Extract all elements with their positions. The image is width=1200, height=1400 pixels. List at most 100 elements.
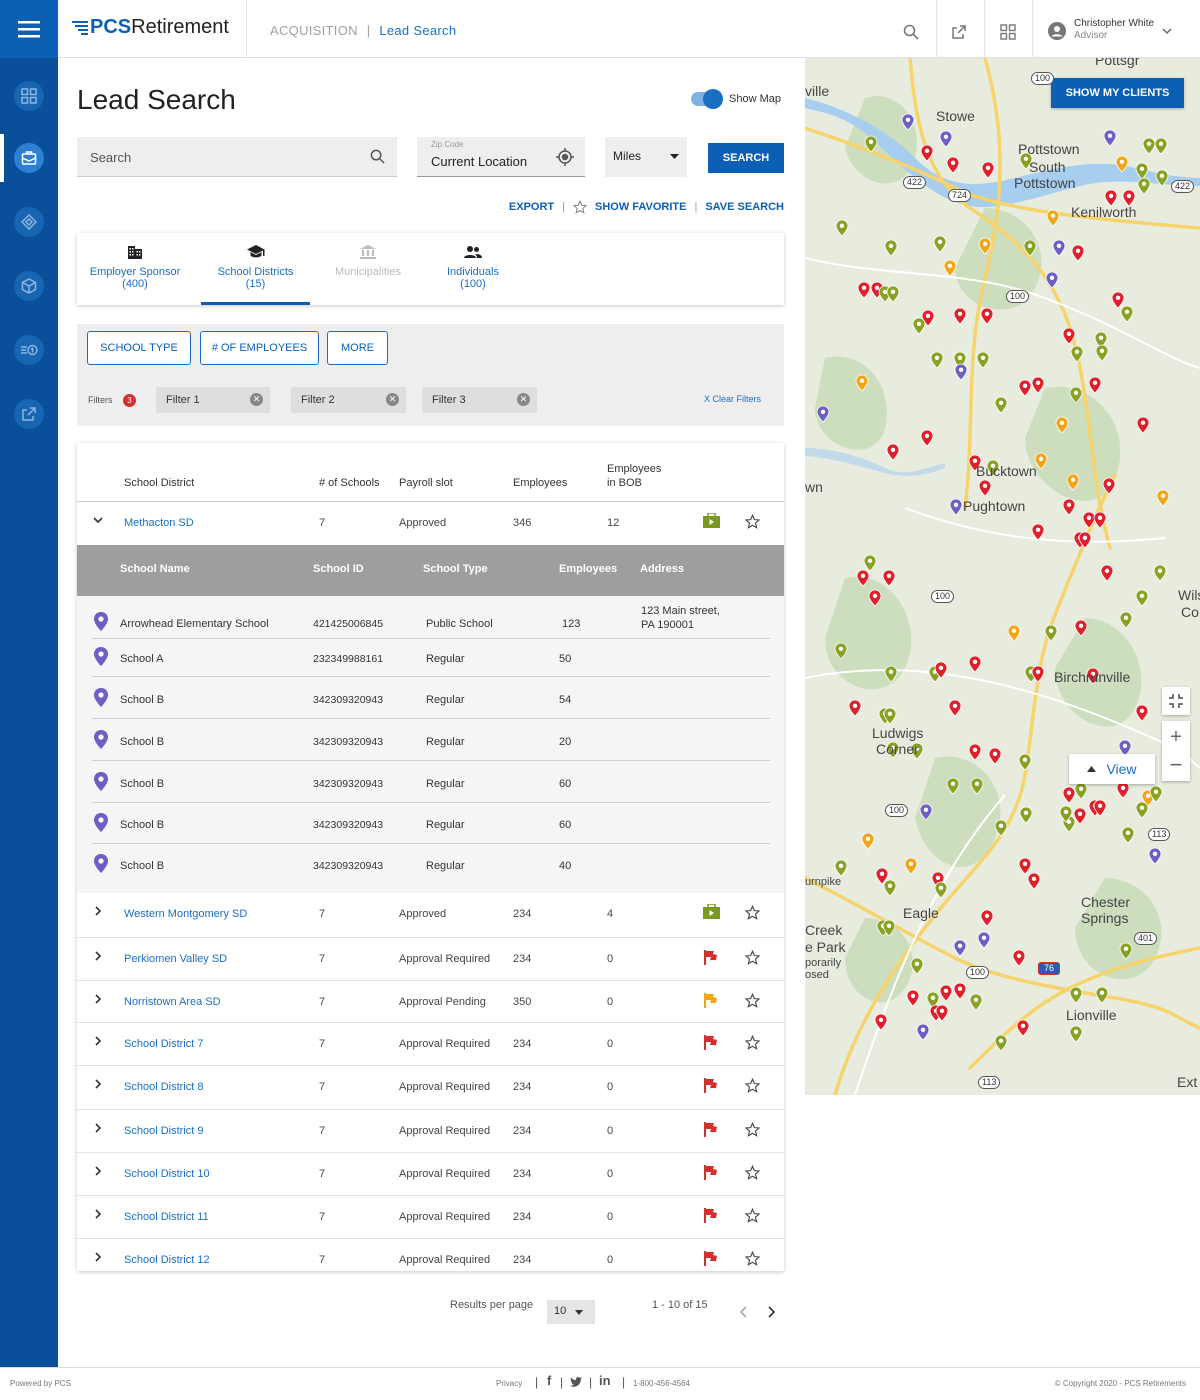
map-marker-icon[interactable]	[875, 867, 889, 885]
star-outline-icon[interactable]	[745, 950, 760, 965]
map-marker-icon[interactable]	[934, 661, 948, 679]
linkedin-icon[interactable]: in	[599, 1373, 611, 1388]
map-marker-icon[interactable]	[968, 454, 982, 472]
map-marker-icon[interactable]	[994, 1034, 1008, 1052]
map-marker-icon[interactable]	[968, 655, 982, 673]
map-marker-icon[interactable]	[883, 879, 897, 897]
school-row[interactable]: Arrowhead Elementary School 421425006845 P…	[92, 596, 770, 639]
user-menu[interactable]: Christopher White Advisor	[1048, 18, 1172, 42]
close-icon[interactable]: ✕	[386, 393, 399, 406]
table-row[interactable]: School District 10 7 Approval Required 234 0	[77, 1152, 784, 1195]
map-marker-icon[interactable]	[1103, 129, 1117, 147]
district-name-link[interactable]: Norristown Area SD	[124, 996, 221, 1008]
tab-school-districts[interactable]: School Districts (15)	[201, 233, 310, 305]
table-row[interactable]: School District 8 7 Approval Required 234 0	[77, 1065, 784, 1108]
map-pin-icon[interactable]	[94, 772, 108, 791]
table-row[interactable]: Perkiomen Valley SD 7 Approval Required 234…	[77, 937, 784, 980]
show-map-toggle[interactable]	[691, 89, 723, 109]
map-marker-icon[interactable]	[1055, 416, 1069, 434]
crosshair-icon[interactable]	[556, 148, 574, 166]
map-marker-icon[interactable]	[882, 569, 896, 587]
map-marker-icon[interactable]	[834, 642, 848, 660]
map-marker-icon[interactable]	[1031, 523, 1045, 541]
map-marker-icon[interactable]	[920, 429, 934, 447]
chevron-right-icon[interactable]	[93, 951, 103, 961]
map-marker-icon[interactable]	[1149, 785, 1163, 803]
employees-filter-button[interactable]: # OF EMPLOYEES	[200, 331, 319, 365]
map-marker-icon[interactable]	[1135, 704, 1149, 722]
star-outline-icon[interactable]	[745, 1035, 760, 1050]
map-pin-icon[interactable]	[94, 813, 108, 832]
school-row[interactable]: School B 342309320943 Regular 40	[92, 844, 770, 885]
map-marker-icon[interactable]	[1018, 379, 1032, 397]
star-outline-icon[interactable]	[745, 1078, 760, 1093]
star-outline-icon[interactable]	[745, 905, 760, 920]
map-marker-icon[interactable]	[1119, 611, 1133, 629]
map-marker-icon[interactable]	[977, 931, 991, 949]
map-marker-icon[interactable]	[835, 219, 849, 237]
map-marker-icon[interactable]	[816, 405, 830, 423]
district-name-link[interactable]: Perkiomen Valley SD	[124, 953, 228, 965]
map-marker-icon[interactable]	[994, 396, 1008, 414]
map-marker-icon[interactable]	[1100, 564, 1114, 582]
map-marker-icon[interactable]	[953, 307, 967, 325]
map-marker-icon[interactable]	[1018, 753, 1032, 771]
map-marker-icon[interactable]	[970, 777, 984, 795]
map-marker-icon[interactable]	[954, 363, 968, 381]
map-marker-icon[interactable]	[946, 777, 960, 795]
sidebar-item-diamond[interactable]	[0, 198, 58, 246]
map-marker-icon[interactable]	[1135, 801, 1149, 819]
map-marker-icon[interactable]	[949, 498, 963, 516]
map-marker-icon[interactable]	[1122, 189, 1136, 207]
map-marker-icon[interactable]	[1069, 386, 1083, 404]
map-marker-icon[interactable]	[912, 317, 926, 335]
tab-employer-sponsor[interactable]: Employer Sponsor (400)	[77, 233, 193, 305]
apps-icon[interactable]	[1000, 24, 1016, 40]
map-marker-icon[interactable]	[1155, 169, 1169, 187]
district-name-link[interactable]: School District 12	[124, 1254, 210, 1266]
chevron-right-icon[interactable]	[93, 1209, 103, 1219]
star-outline-icon[interactable]	[745, 993, 760, 1008]
school-row[interactable]: School B 342309320943 Regular 54	[92, 678, 770, 719]
map-marker-icon[interactable]	[981, 161, 995, 179]
sidebar-item-box[interactable]	[0, 262, 58, 310]
sidebar-item-dashboard[interactable]	[0, 72, 58, 120]
map-marker-icon[interactable]	[1034, 452, 1048, 470]
map-marker-icon[interactable]	[1059, 805, 1073, 823]
map-marker-icon[interactable]	[986, 459, 1000, 477]
map-marker-icon[interactable]	[1120, 305, 1134, 323]
table-row[interactable]: Norristown Area SD 7 Approval Pending 350 0	[77, 980, 784, 1023]
chevron-right-icon[interactable]	[93, 1166, 103, 1176]
map-marker-icon[interactable]	[926, 991, 940, 1009]
map-marker-icon[interactable]	[1135, 589, 1149, 607]
star-outline-icon[interactable]	[745, 1251, 760, 1266]
map-marker-icon[interactable]	[1066, 473, 1080, 491]
chevron-down-icon[interactable]	[93, 515, 103, 525]
zip-code-field[interactable]: Zip Code Current Location	[417, 137, 585, 177]
map-marker-icon[interactable]	[978, 237, 992, 255]
search-icon[interactable]	[903, 24, 919, 40]
map-marker-icon[interactable]	[1031, 376, 1045, 394]
sidebar-item-acquisition[interactable]	[0, 134, 58, 182]
map-marker-icon[interactable]	[1070, 345, 1084, 363]
map-marker-icon[interactable]	[1031, 665, 1045, 683]
map-marker-icon[interactable]	[1045, 271, 1059, 289]
chevron-right-icon[interactable]	[93, 1123, 103, 1133]
map-marker-icon[interactable]	[1062, 498, 1076, 516]
map-marker-icon[interactable]	[1069, 1025, 1083, 1043]
map-marker-icon[interactable]	[910, 957, 924, 975]
col-payroll-slot[interactable]: Payroll slot	[399, 477, 453, 489]
table-row[interactable]: School District 12 7 Approval Required 234 0	[77, 1238, 784, 1281]
external-link-icon[interactable]	[951, 24, 967, 40]
fullscreen-exit-button[interactable]	[1162, 687, 1190, 715]
school-row[interactable]: School B 342309320943 Regular 60	[92, 803, 770, 844]
map-marker-icon[interactable]	[1073, 807, 1087, 825]
map-marker-icon[interactable]	[1093, 511, 1107, 529]
map-marker-icon[interactable]	[1052, 239, 1066, 257]
map-marker-icon[interactable]	[864, 135, 878, 153]
map-marker-icon[interactable]	[920, 144, 934, 162]
map-marker-icon[interactable]	[1119, 942, 1133, 960]
map-marker-icon[interactable]	[863, 554, 877, 572]
table-row[interactable]: School District 11 7 Approval Required 234 0	[77, 1195, 784, 1238]
map-marker-icon[interactable]	[886, 285, 900, 303]
